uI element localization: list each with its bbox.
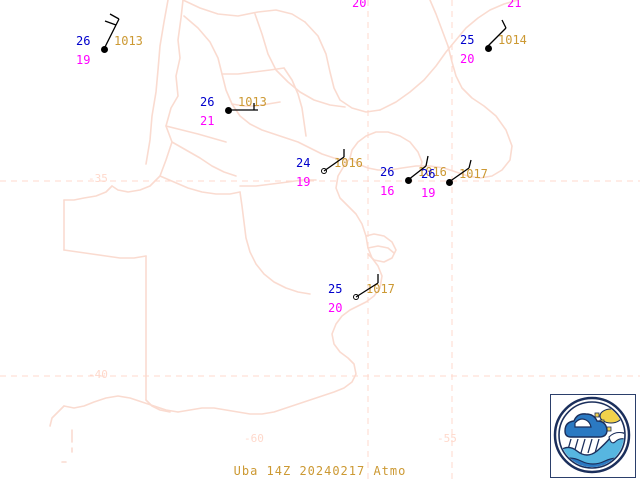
station-dewpoint: 20: [460, 52, 475, 66]
station-dewpoint: 19: [421, 186, 436, 200]
wind-barb-icon: [448, 159, 472, 183]
station-dewpoint: 19: [76, 53, 91, 67]
wind-barb-icon: [355, 274, 379, 298]
weather-service-logo: [550, 394, 636, 478]
station-temperature: 25: [460, 33, 475, 47]
station-dewpoint: 20: [328, 301, 343, 315]
station-marker-icon: [320, 167, 327, 174]
station-marker-icon: [224, 106, 232, 114]
grid-label-lat-35: -35: [88, 172, 108, 185]
station-marker-icon: [484, 44, 492, 52]
station-temperature: 25: [328, 282, 343, 296]
station-pressure: 1013: [238, 95, 267, 109]
wind-barb-icon: [323, 149, 345, 172]
station-dewpoint: 19: [296, 175, 311, 189]
station-pressure: 1016: [418, 165, 447, 179]
partial-station-dewpoint-top-2: 21: [507, 0, 522, 10]
partial-station-dewpoint-top-1: 20: [352, 0, 367, 10]
wind-barb-icon: [407, 155, 429, 181]
station-temperature: 26: [421, 167, 436, 181]
station-pressure: 1013: [114, 34, 143, 48]
wind-barb-icon: [230, 103, 258, 111]
wind-barb-icon: [103, 13, 120, 50]
grid-label-lon-55: -55: [437, 432, 457, 445]
grid-label-lat-40: -40: [88, 368, 108, 381]
station-temperature: 26: [200, 95, 215, 109]
station-pressure: 1014: [498, 33, 527, 47]
station-temperature: 26: [76, 34, 91, 48]
grid-label-lon-60: -60: [244, 432, 264, 445]
station-marker-icon: [352, 293, 359, 300]
station-dewpoint: 21: [200, 114, 215, 128]
wind-barb-icon: [485, 19, 507, 49]
station-dewpoint: 16: [380, 184, 395, 198]
station-temperature: 24: [296, 156, 311, 170]
station-temperature: 26: [380, 165, 395, 179]
map-caption: Uba 14Z 20240217 Atmo: [233, 464, 407, 478]
